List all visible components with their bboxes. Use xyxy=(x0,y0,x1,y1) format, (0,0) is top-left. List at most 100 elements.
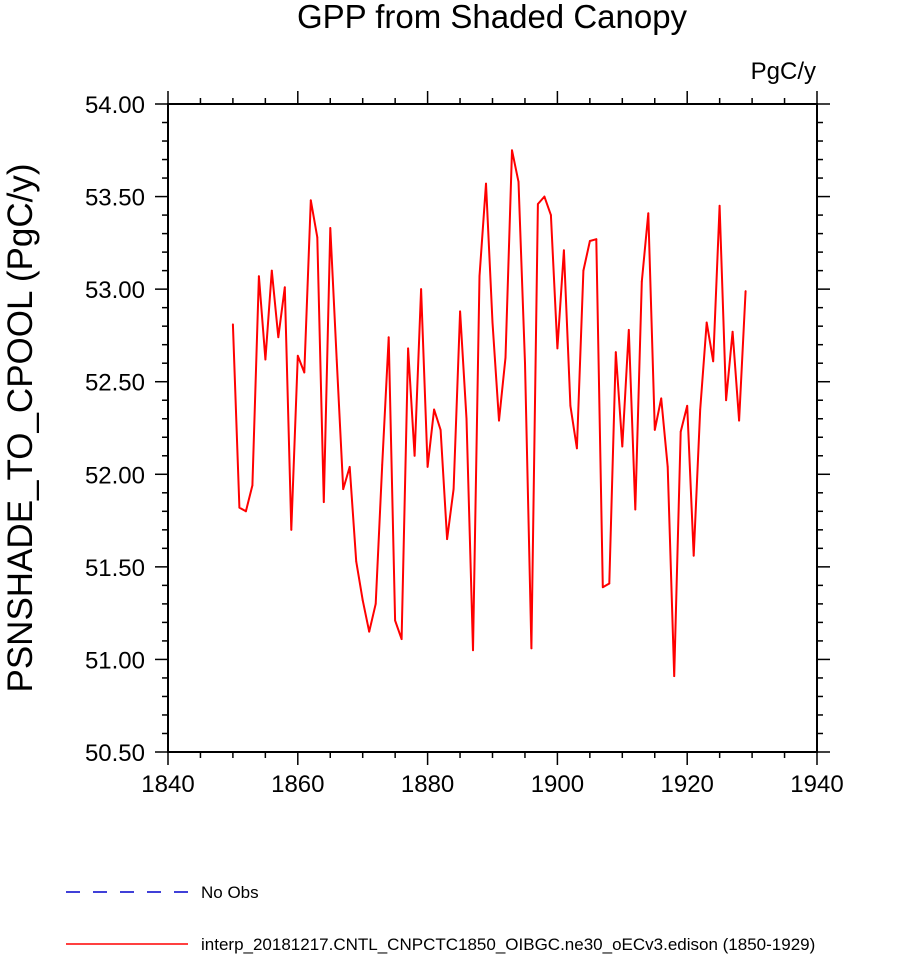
data-point xyxy=(627,328,630,331)
y-tick-label: 51.50 xyxy=(85,555,145,582)
data-point xyxy=(290,528,293,531)
data-point xyxy=(608,582,611,585)
data-point xyxy=(575,447,578,450)
data-point xyxy=(530,647,533,650)
data-point xyxy=(653,428,656,431)
data-point xyxy=(361,599,364,602)
plot-area xyxy=(231,149,747,678)
y-tick-label: 52.00 xyxy=(85,462,145,489)
data-point xyxy=(666,465,669,468)
data-point xyxy=(465,417,468,420)
data-point xyxy=(562,249,565,252)
x-tick-label: 1900 xyxy=(531,771,584,798)
data-point xyxy=(232,323,234,326)
data-point xyxy=(394,619,397,622)
data-point xyxy=(303,371,306,374)
data-point xyxy=(413,454,416,457)
data-point xyxy=(387,336,390,339)
y-tick-label: 52.50 xyxy=(85,370,145,397)
data-point xyxy=(712,360,715,363)
data-point xyxy=(244,510,247,513)
data-point xyxy=(329,227,332,229)
data-point xyxy=(355,560,358,563)
data-point xyxy=(472,649,474,652)
data-point xyxy=(309,199,312,202)
tick-labels: 1840 1860 1880 1900 1920 1940 50.50 51.00 51.50 5… xyxy=(85,92,844,798)
data-point xyxy=(511,149,513,152)
data-point xyxy=(537,203,539,205)
data-point xyxy=(452,488,455,490)
data-point xyxy=(588,240,591,242)
data-point xyxy=(595,238,598,241)
data-point xyxy=(647,212,650,215)
data-point xyxy=(270,269,273,272)
data-point xyxy=(251,484,254,487)
data-point xyxy=(705,321,708,324)
data-point xyxy=(634,508,637,511)
data-point xyxy=(316,236,319,239)
data-point xyxy=(679,430,682,433)
series-line xyxy=(231,149,747,678)
y-tick-label: 50.50 xyxy=(85,740,145,767)
x-tick-label: 1940 xyxy=(790,771,843,798)
units-label: PgC/y xyxy=(751,58,816,85)
data-point xyxy=(348,465,351,468)
data-point xyxy=(420,288,423,291)
data-point xyxy=(738,419,741,422)
data-point xyxy=(699,408,702,411)
data-point xyxy=(601,586,604,589)
data-point xyxy=(686,404,689,407)
data-point xyxy=(283,286,286,289)
plot-frame xyxy=(167,103,818,753)
data-point xyxy=(731,330,734,333)
data-point xyxy=(381,464,384,466)
data-point xyxy=(673,675,676,677)
data-point xyxy=(407,347,410,350)
legend-label-2: interp_20181217.CNTL_CNPCTC1850_OIBGC.ne… xyxy=(201,935,815,954)
data-point xyxy=(524,362,526,365)
x-tick-label: 1860 xyxy=(271,771,324,798)
data-point xyxy=(426,465,429,468)
y-tick-label: 53.50 xyxy=(85,185,145,212)
data-point xyxy=(550,214,552,216)
data-point xyxy=(257,275,260,278)
data-point xyxy=(543,195,546,198)
legend-label-1: No Obs xyxy=(201,883,259,902)
y-tick-label: 53.00 xyxy=(85,277,145,304)
data-point xyxy=(621,445,624,448)
data-point xyxy=(718,204,721,207)
y-tick-label: 54.00 xyxy=(85,92,145,119)
data-point xyxy=(296,354,299,357)
data-point xyxy=(744,290,747,292)
axis-ticks xyxy=(155,91,830,765)
data-point xyxy=(692,554,695,557)
data-point xyxy=(322,501,325,503)
data-point xyxy=(238,506,241,509)
data-point xyxy=(439,428,442,431)
data-point xyxy=(614,351,617,353)
data-point xyxy=(491,321,494,324)
data-point xyxy=(504,356,507,359)
x-tick-label: 1840 xyxy=(141,771,194,798)
data-point xyxy=(459,310,461,313)
data-point xyxy=(660,397,663,400)
data-point xyxy=(446,538,448,540)
data-point xyxy=(335,358,338,361)
data-point xyxy=(400,638,403,640)
data-point xyxy=(556,347,559,350)
data-point xyxy=(264,358,267,361)
data-point xyxy=(582,269,585,272)
data-point xyxy=(517,180,520,183)
chart-title: GPP from Shaded Canopy xyxy=(297,0,688,35)
data-point xyxy=(277,336,280,339)
data-point xyxy=(374,602,377,605)
data-point xyxy=(433,408,435,411)
data-point xyxy=(569,404,572,407)
y-axis-label: PSNSHADE_TO_CPOOL (PgC/y) xyxy=(1,163,40,692)
y-tick-label: 51.00 xyxy=(85,647,145,674)
data-point xyxy=(478,275,481,278)
data-point xyxy=(640,280,643,283)
data-point xyxy=(368,630,371,633)
x-tick-label: 1880 xyxy=(401,771,454,798)
